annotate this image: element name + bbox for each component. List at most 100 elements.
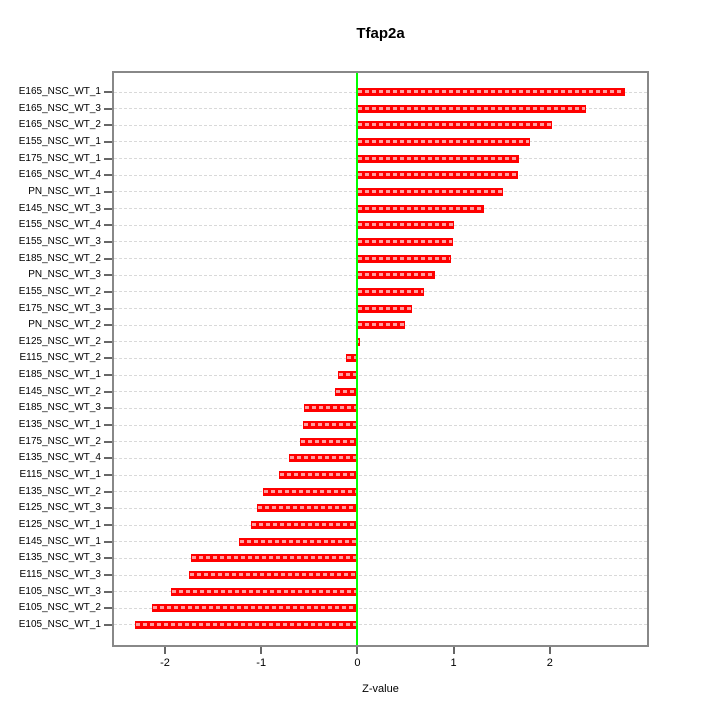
bar-inner-dash <box>251 523 357 527</box>
x-tick <box>356 647 359 654</box>
bar-inner-dash <box>191 556 357 560</box>
y-tick <box>104 224 112 227</box>
bar-inner-dash <box>358 273 435 277</box>
y-category-label: E145_NSC_WT_1 <box>18 535 101 547</box>
gridline <box>114 607 647 609</box>
gridline <box>114 474 647 476</box>
bar-inner-dash <box>358 289 423 293</box>
y-category-label: E135_NSC_WT_3 <box>18 552 101 564</box>
bar <box>357 304 413 313</box>
bar <box>335 387 358 396</box>
bar-inner-dash <box>358 323 404 327</box>
x-tick-label: 2 <box>546 657 553 669</box>
y-tick <box>104 390 112 393</box>
bar-inner-dash <box>358 173 518 177</box>
y-category-label: E155_NSC_WT_2 <box>18 285 101 297</box>
y-category-label: E175_NSC_WT_3 <box>18 302 101 314</box>
y-category-label: E165_NSC_WT_3 <box>18 102 101 114</box>
x-tick-label: -2 <box>160 657 170 669</box>
gridline <box>114 524 647 526</box>
bar <box>304 404 358 413</box>
gridline <box>114 341 647 343</box>
y-tick <box>104 324 112 327</box>
bar <box>263 487 358 496</box>
y-tick <box>104 440 112 443</box>
bar-inner-dash <box>358 239 452 243</box>
y-category-label: E105_NSC_WT_3 <box>18 585 101 597</box>
bar-inner-dash <box>358 189 502 193</box>
gridline <box>114 407 647 409</box>
y-category-label: E185_NSC_WT_1 <box>18 369 101 381</box>
bar <box>289 454 358 463</box>
bar <box>279 471 358 480</box>
bar <box>357 287 424 296</box>
bar-inner-dash <box>136 622 357 626</box>
gridline <box>114 491 647 493</box>
y-category-label: E135_NSC_WT_1 <box>18 419 101 431</box>
bar <box>190 554 358 563</box>
y-tick <box>104 174 112 177</box>
y-tick <box>104 124 112 127</box>
y-tick <box>104 540 112 543</box>
y-tick <box>104 490 112 493</box>
bar-inner-dash <box>358 106 586 110</box>
plot-area <box>114 73 647 645</box>
bar-inner-dash <box>358 206 484 210</box>
gridline <box>114 374 647 376</box>
bar <box>302 421 358 430</box>
y-tick <box>104 340 112 343</box>
y-category-label: E105_NSC_WT_1 <box>18 618 101 630</box>
x-tick-label: -1 <box>256 657 267 669</box>
y-tick <box>104 107 112 110</box>
gridline <box>114 457 647 459</box>
bar-inner-dash <box>358 123 551 127</box>
bar <box>170 587 358 596</box>
bar-inner-dash <box>171 589 357 593</box>
x-tick <box>548 647 551 654</box>
y-tick <box>104 257 112 260</box>
chart-title: Tfap2a <box>356 25 405 42</box>
bar <box>357 254 451 263</box>
bar <box>345 354 358 363</box>
bar <box>357 221 454 230</box>
bar <box>357 204 485 213</box>
gridline <box>114 441 647 443</box>
y-tick <box>104 557 112 560</box>
y-category-label: E175_NSC_WT_2 <box>18 435 101 447</box>
bar-inner-dash <box>290 456 357 460</box>
bar <box>357 271 436 280</box>
y-category-label: E135_NSC_WT_2 <box>18 485 101 497</box>
bar <box>135 620 358 629</box>
bar-inner-dash <box>240 539 357 543</box>
x-tick-label: 1 <box>450 657 457 669</box>
bar-inner-dash <box>190 573 357 577</box>
gridline <box>114 591 647 593</box>
y-tick <box>104 157 112 160</box>
bar <box>357 321 405 330</box>
gridline <box>114 507 647 509</box>
gridline <box>114 557 647 559</box>
gridline <box>114 357 647 359</box>
y-category-label: E125_NSC_WT_1 <box>18 519 101 531</box>
y-category-label: E135_NSC_WT_4 <box>18 452 101 464</box>
bar <box>239 537 358 546</box>
y-category-label: E105_NSC_WT_2 <box>18 602 101 614</box>
bar-inner-dash <box>358 90 624 93</box>
bar <box>357 171 519 180</box>
gridline <box>114 541 647 543</box>
y-category-label: PN_NSC_WT_2 <box>28 319 101 331</box>
bar-inner-dash <box>346 356 357 360</box>
y-category-label: PN_NSC_WT_1 <box>28 185 101 197</box>
y-category-label: E125_NSC_WT_3 <box>18 502 101 514</box>
bar <box>257 504 358 513</box>
bar <box>299 437 358 446</box>
y-tick <box>104 623 112 626</box>
bar <box>357 337 361 346</box>
y-tick <box>104 457 112 460</box>
bar <box>357 88 625 96</box>
y-category-label: E155_NSC_WT_3 <box>18 235 101 247</box>
gridline <box>114 624 647 626</box>
bar-inner-dash <box>264 489 357 493</box>
y-tick <box>104 207 112 210</box>
